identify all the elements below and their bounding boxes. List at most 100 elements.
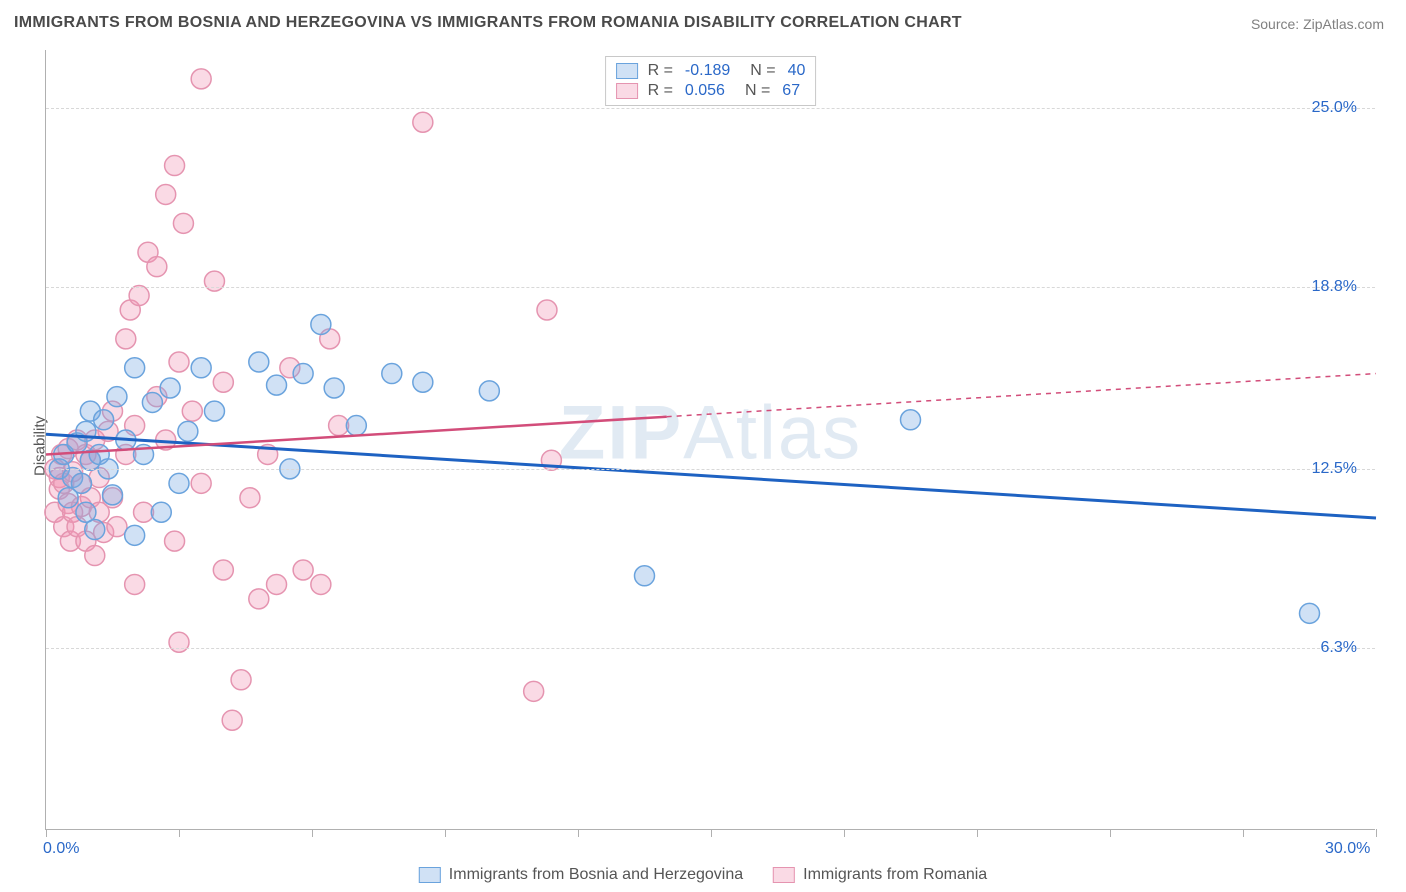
data-point [524, 681, 544, 701]
data-point [267, 574, 287, 594]
legend-swatch [616, 83, 638, 99]
data-point [240, 488, 260, 508]
data-point [125, 525, 145, 545]
x-tick [578, 829, 579, 837]
data-point [635, 566, 655, 586]
legend-swatch [616, 63, 638, 79]
x-tick-label: 30.0% [1325, 840, 1370, 858]
x-tick [179, 829, 180, 837]
x-tick [312, 829, 313, 837]
x-tick [977, 829, 978, 837]
gridline-h [46, 287, 1375, 288]
x-tick [711, 829, 712, 837]
data-point [85, 520, 105, 540]
data-point [249, 352, 269, 372]
data-point [413, 112, 433, 132]
data-point [191, 69, 211, 89]
trend-line-dashed [667, 374, 1376, 417]
y-tick-label: 12.5% [1312, 460, 1357, 478]
x-tick-label: 0.0% [43, 840, 79, 858]
r-label: R = [648, 62, 673, 80]
data-point [129, 286, 149, 306]
x-tick [445, 829, 446, 837]
data-point [213, 560, 233, 580]
data-point [222, 710, 242, 730]
data-point [169, 632, 189, 652]
x-tick [1376, 829, 1377, 837]
data-point [182, 401, 202, 421]
data-point [191, 358, 211, 378]
gridline-h [46, 108, 1375, 109]
x-tick [46, 829, 47, 837]
legend-swatch [419, 867, 441, 883]
data-point [249, 589, 269, 609]
source-attribution: Source: ZipAtlas.com [1251, 16, 1384, 32]
x-tick [1110, 829, 1111, 837]
legend-item: Immigrants from Bosnia and Herzegovina [419, 866, 743, 884]
data-point [204, 401, 224, 421]
data-point [151, 502, 171, 522]
data-point [107, 387, 127, 407]
data-point [293, 364, 313, 384]
data-point [382, 364, 402, 384]
data-point [311, 574, 331, 594]
gridline-h [46, 648, 1375, 649]
data-point [311, 314, 331, 334]
data-point [479, 381, 499, 401]
data-point [103, 485, 123, 505]
data-point [324, 378, 344, 398]
data-point [142, 392, 162, 412]
gridline-h [46, 469, 1375, 470]
data-point [147, 257, 167, 277]
r-value: 0.056 [685, 82, 725, 100]
legend-item: Immigrants from Romania [773, 866, 987, 884]
data-point [213, 372, 233, 392]
y-tick-label: 18.8% [1312, 278, 1357, 296]
chart-svg [46, 50, 1375, 829]
r-value: -0.189 [685, 62, 730, 80]
data-point [537, 300, 557, 320]
n-label: N = [750, 62, 775, 80]
data-point [169, 352, 189, 372]
n-value: 40 [788, 62, 806, 80]
data-point [94, 410, 114, 430]
data-point [191, 473, 211, 493]
legend-label: Immigrants from Bosnia and Herzegovina [449, 866, 743, 884]
legend-row: R = 0.056 N = 67 [616, 81, 806, 101]
n-label: N = [745, 82, 770, 100]
plot-area: ZIPAtlas R =-0.189N =40R =0.056N =67 6.3… [45, 50, 1375, 830]
data-point [346, 416, 366, 436]
correlation-legend: R = -0.189 N = 40 R = 0.056 N = 67 [605, 56, 817, 106]
data-point [178, 421, 198, 441]
data-point [116, 329, 136, 349]
chart-title: IMMIGRANTS FROM BOSNIA AND HERZEGOVINA V… [14, 14, 962, 32]
data-point [1300, 603, 1320, 623]
data-point [125, 358, 145, 378]
chart-container: IMMIGRANTS FROM BOSNIA AND HERZEGOVINA V… [0, 0, 1406, 892]
data-point [107, 517, 127, 537]
data-point [165, 156, 185, 176]
series-legend: Immigrants from Bosnia and Herzegovina Im… [419, 866, 987, 884]
data-point [173, 213, 193, 233]
data-point [231, 670, 251, 690]
data-point [160, 378, 180, 398]
data-point [267, 375, 287, 395]
data-point [125, 574, 145, 594]
x-tick [844, 829, 845, 837]
data-point [156, 184, 176, 204]
data-point [165, 531, 185, 551]
n-value: 67 [782, 82, 800, 100]
legend-swatch [773, 867, 795, 883]
x-tick [1243, 829, 1244, 837]
data-point [204, 271, 224, 291]
data-point [293, 560, 313, 580]
legend-row: R = -0.189 N = 40 [616, 61, 806, 81]
y-tick-label: 25.0% [1312, 99, 1357, 117]
data-point [85, 546, 105, 566]
legend-label: Immigrants from Romania [803, 866, 987, 884]
data-point [169, 473, 189, 493]
r-label: R = [648, 82, 673, 100]
data-point [71, 473, 91, 493]
y-tick-label: 6.3% [1321, 639, 1357, 657]
data-point [413, 372, 433, 392]
